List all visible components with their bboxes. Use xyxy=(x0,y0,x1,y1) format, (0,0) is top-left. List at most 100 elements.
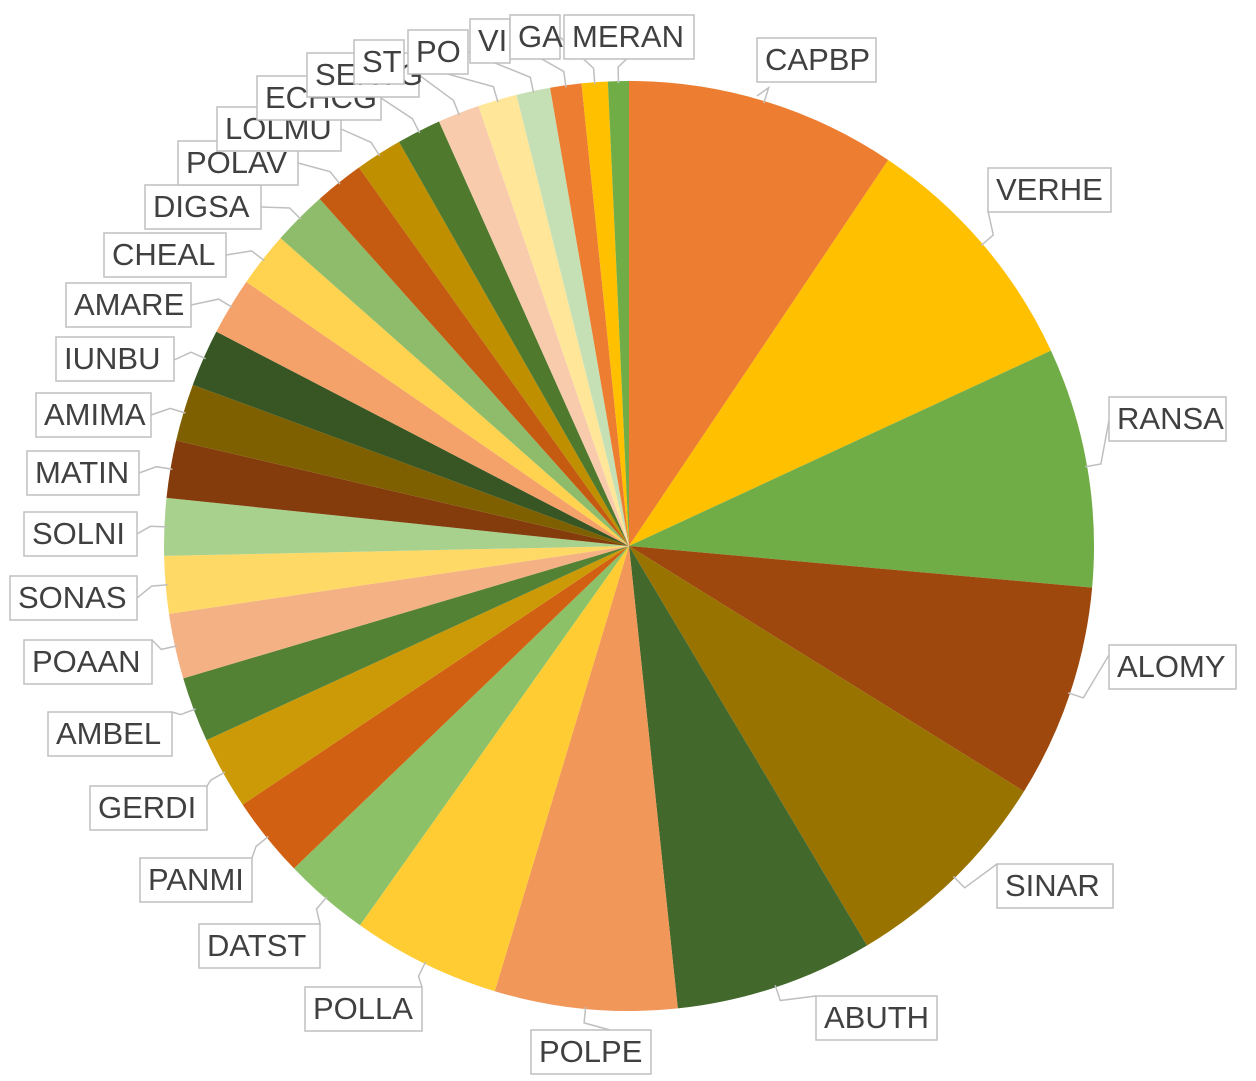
pie-slice-solni xyxy=(164,497,629,556)
data-label-box xyxy=(89,785,208,831)
data-label-callout: VI xyxy=(469,18,511,64)
leader-line xyxy=(136,584,168,599)
data-label-box xyxy=(55,336,175,382)
leader-line xyxy=(315,896,328,925)
data-label-box xyxy=(23,639,153,685)
pie-slice-galap xyxy=(581,81,629,546)
data-label-text: MATIN xyxy=(35,455,129,490)
data-label-text: VERHE xyxy=(996,172,1103,207)
data-label-box xyxy=(103,232,227,278)
pie-slice-digsa xyxy=(280,198,629,546)
data-label-text: AMIMA xyxy=(44,397,146,432)
data-label-box xyxy=(304,986,423,1032)
leader-lines-layer xyxy=(136,36,1110,1031)
data-label-text: AMARE xyxy=(74,287,184,322)
data-label-callout: CHEAL xyxy=(103,232,227,278)
data-label-text: ABUTH xyxy=(824,1000,929,1035)
data-label-box xyxy=(756,37,877,83)
data-label-callout: IUNBU xyxy=(55,336,175,382)
data-label-callout: GA xyxy=(509,14,563,60)
data-label-callout: DIGSA xyxy=(144,184,262,230)
pie-slice-ransa xyxy=(629,350,1095,588)
data-label-callout: SONAS xyxy=(9,575,138,621)
pie-slice-matin xyxy=(166,440,629,546)
data-label-box xyxy=(530,1029,652,1075)
leader-line xyxy=(774,985,817,1002)
data-label-callout: SINAR xyxy=(996,863,1114,909)
data-label-callout: GERDI xyxy=(89,785,208,831)
data-label-text: IUNBU xyxy=(64,341,160,376)
data-label-text: SONAS xyxy=(18,580,127,615)
pie-slice-polco xyxy=(516,87,629,546)
data-label-callout: SOLNI xyxy=(23,511,138,557)
leader-line xyxy=(1067,654,1110,699)
data-label-text: VI xyxy=(478,23,507,58)
data-label-callout: MATIN xyxy=(26,450,140,496)
data-label-callout: PANMI xyxy=(139,857,253,903)
data-label-box xyxy=(1108,396,1227,442)
data-label-callout: ST xyxy=(353,39,405,85)
leader-line xyxy=(297,162,341,185)
data-label-callout: POAAN xyxy=(23,639,153,685)
data-label-text: SOLNI xyxy=(32,516,125,551)
data-label-text: CHEAL xyxy=(112,237,215,272)
leader-line xyxy=(417,961,427,988)
data-label-text: RANSA xyxy=(1117,401,1224,436)
pie-slice-polpe xyxy=(494,546,678,1011)
data-label-text: POLPE xyxy=(539,1034,642,1069)
pie-slice-amima xyxy=(176,384,629,546)
leader-line xyxy=(251,835,269,859)
leader-line xyxy=(260,206,302,220)
pie-slice-servg xyxy=(439,106,629,546)
data-label-box xyxy=(353,39,405,85)
leader-line xyxy=(952,863,998,889)
data-label-box xyxy=(996,863,1114,909)
data-label-box xyxy=(407,29,469,75)
leader-line xyxy=(190,298,233,308)
data-label-callout: AMARE xyxy=(65,282,192,328)
data-label-text: ALOMY xyxy=(1117,649,1226,684)
data-label-text: ST xyxy=(362,44,402,79)
slices-layer xyxy=(164,81,1095,1011)
pie-slice-datst xyxy=(293,546,629,926)
data-label-callout: POLPE xyxy=(530,1029,652,1075)
data-label-text: PANMI xyxy=(148,862,244,897)
pie-slice-meran xyxy=(607,81,629,546)
data-label-text: GA xyxy=(518,19,563,54)
leader-line xyxy=(418,74,460,116)
pie-slice-lolmu xyxy=(358,141,629,546)
data-label-box xyxy=(47,711,173,757)
leader-line xyxy=(380,97,421,134)
data-label-box xyxy=(23,511,138,557)
data-label-box xyxy=(815,995,938,1041)
leader-line xyxy=(980,210,995,246)
data-label-text: GERDI xyxy=(98,790,196,825)
leader-line xyxy=(756,85,770,104)
leader-line xyxy=(150,407,186,416)
data-label-callout: ABUTH xyxy=(815,995,938,1041)
leader-line xyxy=(138,465,173,474)
pie-slice-echcg xyxy=(398,121,629,546)
pie-slice-sonas xyxy=(164,546,630,614)
data-label-text: POAAN xyxy=(32,644,141,679)
data-label-text: POLLA xyxy=(313,991,413,1026)
data-label-text: DIGSA xyxy=(153,189,250,224)
data-label-text: CAPBP xyxy=(765,42,870,77)
data-label-callout: AMBEL xyxy=(47,711,173,757)
data-label-box xyxy=(198,923,321,969)
pie-slice-verhe xyxy=(629,159,1051,546)
pie-slice-vioar xyxy=(550,83,629,547)
data-label-box xyxy=(1108,644,1237,690)
pie-slice-polla xyxy=(359,546,629,992)
data-label-callout: AMIMA xyxy=(35,392,152,438)
leader-line xyxy=(171,708,196,716)
data-label-box xyxy=(563,14,695,60)
pie-slice-poaan xyxy=(168,546,630,679)
data-label-text: MERAN xyxy=(572,19,684,54)
pie-slice-panmi xyxy=(242,546,629,869)
data-label-box xyxy=(65,282,192,328)
pie-slice-capbp xyxy=(629,81,889,546)
data-label-box xyxy=(35,392,152,438)
